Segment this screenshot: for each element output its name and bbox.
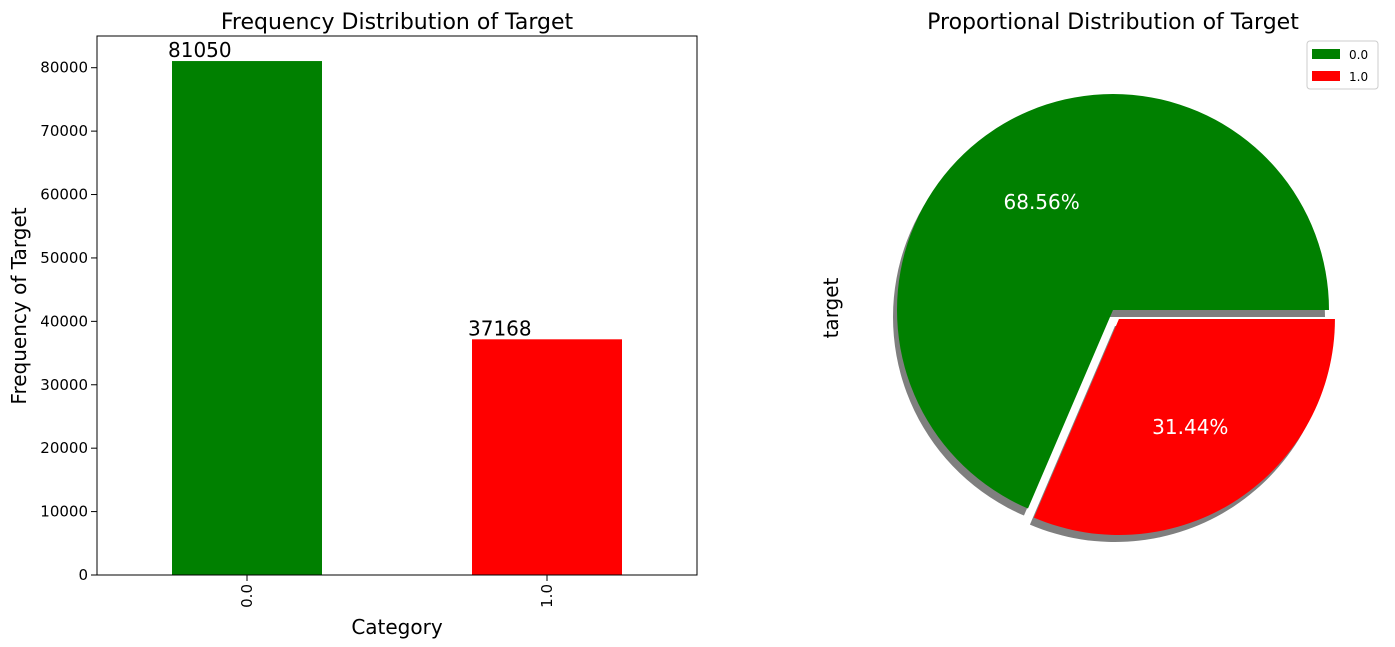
y-tick-label: 0 <box>78 566 88 584</box>
y-tick-label: 20000 <box>40 439 88 457</box>
bar-chart: Frequency Distribution of Target 0 10000 2… <box>7 10 698 639</box>
y-tick-label: 50000 <box>40 249 88 267</box>
bar-y-axis-label: Frequency of Target <box>7 207 31 404</box>
x-tick-label: 1.0 <box>538 584 556 608</box>
bar-y-axis-ticks: 0 10000 20000 30000 40000 50000 60000 70000 8000… <box>40 59 97 584</box>
bar-data-label: 81050 <box>168 38 232 62</box>
pie-percent-label: 68.56% <box>1004 190 1080 214</box>
bar-0.0 <box>172 61 322 575</box>
bar-x-axis-label: Category <box>351 615 443 639</box>
pie-slice-1.0 <box>1033 319 1335 536</box>
bar-plot-frame <box>96 35 698 576</box>
pie-slices <box>897 93 1335 536</box>
bar-x-axis-ticks: 0.0 1.0 <box>238 575 556 608</box>
legend-swatch-0 <box>1312 49 1340 59</box>
legend-label-1: 1.0 <box>1349 70 1368 84</box>
y-tick-label: 70000 <box>40 122 88 140</box>
legend-swatch-1 <box>1312 71 1340 81</box>
pie-slice-0.0 <box>897 93 1329 509</box>
y-tick-label: 40000 <box>40 312 88 330</box>
x-tick-label: 0.0 <box>238 584 256 608</box>
pie-y-axis-label: target <box>819 277 843 338</box>
bar-series <box>172 61 622 575</box>
legend-label-0: 0.0 <box>1349 48 1368 62</box>
pie-legend: 0.0 1.0 <box>1306 40 1379 90</box>
bar-data-label: 37168 <box>468 316 532 340</box>
y-tick-label: 80000 <box>40 59 88 77</box>
pie-chart-title: Proportional Distribution of Target <box>927 10 1299 35</box>
y-tick-label: 30000 <box>40 376 88 394</box>
pie-percent-labels: 68.56% 31.44% <box>1004 190 1229 439</box>
pie-percent-label: 31.44% <box>1152 415 1228 439</box>
y-tick-label: 10000 <box>40 503 88 521</box>
pie-chart: Proportional Distribution of Target targ… <box>819 10 1379 543</box>
bar-data-labels: 81050 37168 <box>168 38 532 340</box>
bar-1.0 <box>472 339 622 575</box>
y-tick-label: 60000 <box>40 186 88 204</box>
bar-chart-title: Frequency Distribution of Target <box>221 10 574 35</box>
